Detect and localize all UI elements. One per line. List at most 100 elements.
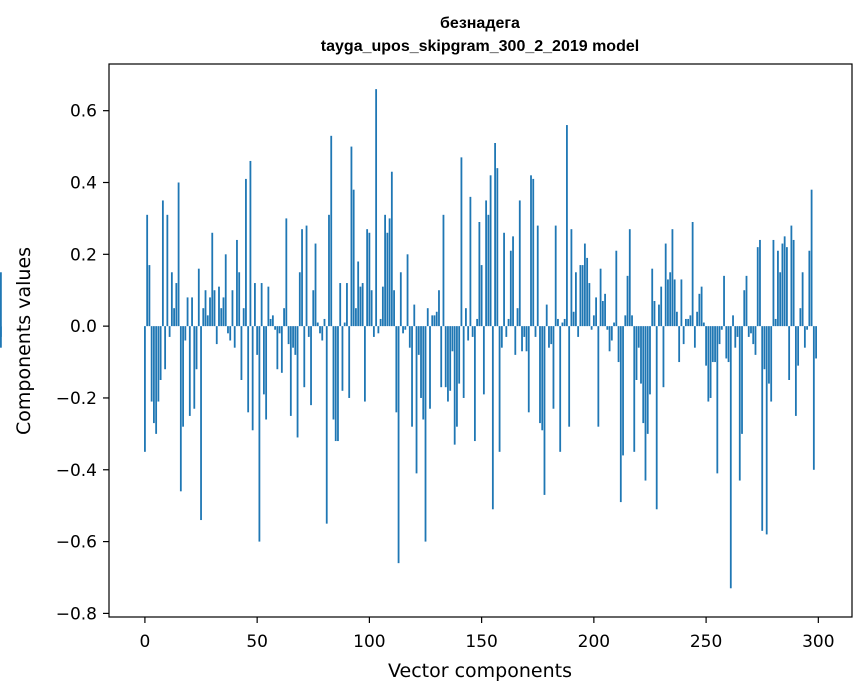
bar: [689, 315, 692, 327]
bar: [754, 326, 757, 355]
bar: [402, 326, 404, 334]
bar: [507, 318, 510, 327]
bar: [687, 318, 690, 327]
x-tick-label: 200: [578, 632, 610, 652]
bar: [188, 326, 191, 416]
bar: [179, 326, 182, 492]
bar: [233, 326, 236, 348]
bar: [640, 326, 642, 384]
bar: [256, 326, 259, 355]
bar: [321, 326, 324, 341]
bar: [664, 243, 667, 327]
bar: [390, 171, 393, 327]
bar: [709, 326, 712, 398]
bar: [269, 318, 272, 327]
bar: [633, 326, 636, 452]
x-axis-label: Vector components: [388, 660, 572, 682]
bar: [518, 200, 521, 327]
bar: [783, 236, 786, 327]
bar: [440, 326, 443, 388]
bar: [161, 200, 164, 327]
bar: [0, 326, 2, 337]
bar: [258, 326, 261, 542]
bar: [220, 308, 223, 327]
bar: [197, 268, 200, 327]
bar: [303, 326, 306, 388]
bar: [361, 283, 364, 327]
bar: [357, 261, 360, 327]
bar: [236, 239, 238, 327]
bar: [408, 326, 411, 348]
bar: [808, 250, 811, 327]
bar: [702, 322, 705, 327]
bar: [792, 239, 795, 327]
bar: [202, 308, 205, 327]
bar: [285, 218, 288, 327]
bar: [0, 272, 2, 327]
bar: [541, 326, 544, 431]
bar: [539, 326, 541, 424]
bar: [494, 143, 496, 327]
bar: [229, 326, 232, 341]
bar: [554, 225, 557, 327]
bar: [296, 326, 299, 438]
bar: [707, 326, 710, 402]
bar: [752, 326, 755, 345]
bar: [451, 326, 454, 352]
bar: [505, 326, 508, 337]
bar: [482, 326, 485, 395]
bar: [810, 189, 813, 327]
bar: [536, 225, 539, 327]
bar: [473, 326, 476, 442]
bar: [314, 243, 317, 327]
bar-series: [0, 89, 817, 589]
bar: [774, 318, 777, 327]
bar: [429, 326, 431, 409]
bar: [287, 326, 290, 345]
bar: [316, 322, 319, 327]
bar: [442, 214, 445, 327]
y-tick-label: −0.6: [56, 533, 97, 553]
bar: [646, 326, 649, 434]
bar: [734, 326, 737, 348]
bar: [736, 326, 739, 337]
x-tick-label: 50: [246, 632, 268, 652]
bar: [635, 326, 638, 380]
bar: [292, 326, 294, 348]
bar: [298, 272, 301, 327]
bar: [231, 290, 234, 327]
bar: [280, 326, 283, 373]
bar: [680, 279, 683, 327]
bar: [341, 326, 344, 391]
bar: [435, 311, 438, 327]
bar: [460, 157, 463, 327]
bar: [476, 318, 479, 327]
bar: [175, 283, 178, 327]
bar: [224, 254, 227, 327]
bar: [678, 326, 681, 363]
bar: [166, 214, 169, 327]
bar: [348, 326, 351, 398]
bar: [581, 265, 584, 327]
bar: [788, 326, 791, 380]
bar: [328, 214, 330, 327]
bar: [271, 315, 274, 327]
bar: [622, 326, 624, 456]
bar: [153, 326, 155, 424]
bar: [583, 243, 586, 327]
bar: [168, 326, 171, 337]
bar: [415, 326, 418, 474]
bar: [700, 286, 703, 327]
bar: [561, 322, 564, 327]
bar: [251, 326, 254, 431]
bar: [637, 326, 640, 348]
bar: [485, 200, 488, 327]
bar: [626, 275, 629, 327]
bar: [144, 326, 146, 452]
bar: [478, 222, 481, 327]
bar: [568, 326, 571, 427]
bar: [655, 326, 658, 510]
chart-subtitle: tayga_upos_skipgram_300_2_2019 model: [321, 38, 639, 55]
bar: [352, 189, 355, 327]
bar: [438, 290, 440, 327]
